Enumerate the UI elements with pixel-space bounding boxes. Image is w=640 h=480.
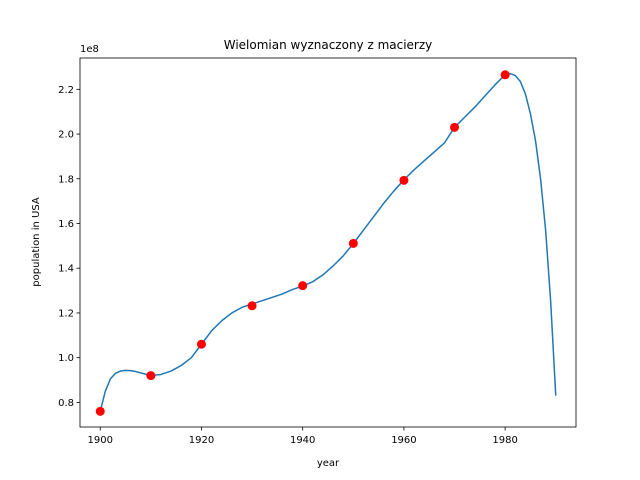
y-axis-label: population in USA: [31, 197, 42, 287]
data-point: [450, 122, 460, 132]
chart-title: Wielomian wyznaczony z macierzy: [224, 38, 433, 52]
x-axis-label: year: [317, 458, 340, 469]
y-axis-ticks: 0.8 1.0 1.2 1.4 1.6 1.8 2.0 2.2: [58, 85, 80, 409]
data-point: [500, 70, 510, 80]
data-point: [247, 301, 257, 311]
data-point: [196, 339, 206, 349]
x-axis-ticks: 1900 1920 1940 1960 1980: [88, 427, 518, 446]
y-tick-label: 1.8: [58, 174, 74, 185]
x-tick-label: 1900: [88, 435, 113, 446]
x-tick-label: 1920: [189, 435, 214, 446]
y-tick-label: 1.6: [58, 219, 74, 230]
y-tick-label: 2.2: [58, 85, 74, 96]
y-offset-label: 1e8: [80, 44, 99, 55]
y-tick-label: 0.8: [58, 398, 74, 409]
data-point: [95, 406, 105, 416]
x-tick-label: 1960: [391, 435, 416, 446]
series-layer: [95, 70, 557, 416]
y-tick-label: 1.4: [58, 264, 74, 275]
plot-frame: [79, 57, 577, 428]
x-tick-label: 1980: [492, 435, 517, 446]
x-tick-label: 1940: [290, 435, 315, 446]
data-point: [348, 238, 358, 248]
y-tick-label: 1.0: [58, 353, 74, 364]
data-point: [399, 175, 409, 185]
y-tick-label: 2.0: [58, 130, 74, 141]
data-point: [298, 281, 308, 291]
y-tick-label: 1.2: [58, 308, 74, 319]
plot-area: [80, 58, 576, 427]
data-point: [146, 371, 156, 381]
